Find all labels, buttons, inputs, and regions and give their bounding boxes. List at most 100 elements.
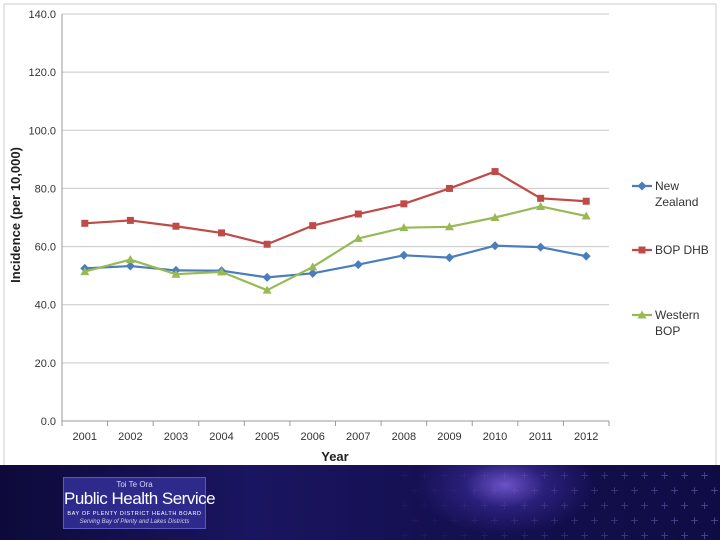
data-point-bop-dhb: [354, 210, 362, 218]
plus-glyph: +: [510, 484, 519, 497]
plus-pattern-decoration: + + + + + + + + + + + + + + + ++ + + + + + + + + + + + + + + ++ + + + + + + +…: [400, 469, 719, 540]
plus-glyph: +: [510, 514, 519, 527]
plus-glyph: +: [690, 484, 699, 497]
y-tick-label: 80.0: [35, 183, 56, 195]
plus-glyph: +: [700, 499, 709, 512]
y-axis-ticks: 0.0 20.0 40.0 60.0 80.0 100.0 120.0 140.0: [28, 9, 56, 428]
legend-marker-western-bop: [637, 310, 647, 319]
plus-glyph: +: [460, 469, 469, 482]
data-point-bop-dhb: [309, 222, 317, 230]
plus-glyph: +: [680, 499, 689, 512]
plus-glyph: +: [560, 529, 569, 540]
plus-glyph: +: [480, 469, 489, 482]
plus-glyph: +: [480, 529, 489, 540]
plus-glyph: +: [710, 484, 719, 497]
legend-label-new-zealand: Zealand: [655, 195, 698, 209]
plus-glyph: +: [410, 484, 419, 497]
data-point-bop-dhb: [491, 168, 499, 176]
y-tick-label: 60.0: [35, 242, 56, 254]
plus-glyph: +: [400, 499, 409, 512]
series-layer: [80, 168, 591, 294]
plus-glyph: +: [550, 484, 559, 497]
plus-glyph: +: [410, 514, 419, 527]
y-tick-label: 140.0: [28, 9, 56, 21]
legend-marker-new-zealand: [637, 181, 647, 191]
plus-glyph: +: [630, 514, 639, 527]
x-tick-label: 2006: [300, 431, 324, 443]
plus-glyph: +: [580, 499, 589, 512]
plus-glyph: +: [570, 484, 579, 497]
plus-glyph: +: [690, 514, 699, 527]
data-point-western-bop: [171, 269, 181, 278]
plus-glyph: +: [440, 499, 449, 512]
series-line-western-bop: [84, 205, 587, 292]
legend-label-bop-dhb: BOP DHB: [655, 243, 709, 257]
data-point-new-zealand: [125, 261, 135, 271]
data-point-bop-dhb: [81, 219, 89, 227]
plus-glyph: +: [620, 499, 629, 512]
plus-glyph: +: [480, 499, 489, 512]
plus-glyph: +: [620, 469, 629, 482]
data-point-bop-dhb: [218, 229, 226, 237]
plus-glyph: +: [420, 499, 429, 512]
plus-glyph: +: [440, 529, 449, 540]
data-point-bop-dhb: [537, 194, 545, 202]
logo-main-text: Public Health Service: [64, 489, 216, 508]
plus-glyph: +: [550, 514, 559, 527]
data-point-western-bop: [262, 285, 272, 294]
plus-glyph: +: [520, 529, 529, 540]
plus-glyph: +: [610, 514, 619, 527]
x-tick-label: 2003: [164, 431, 188, 443]
plus-glyph: +: [460, 529, 469, 540]
footer-banner: + + + + + + + + + + + + + + + + + + + + + + + + + + + + + + + + + + + + + + + +…: [0, 465, 720, 540]
plus-glyph: +: [540, 499, 549, 512]
data-point-bop-dhb: [400, 200, 408, 208]
plus-glyph: +: [540, 469, 549, 482]
data-point-western-bop: [581, 211, 591, 220]
plus-glyph: +: [590, 514, 599, 527]
data-point-new-zealand: [399, 250, 409, 260]
data-point-western-bop: [217, 267, 227, 276]
data-point-new-zealand: [308, 268, 318, 278]
data-point-new-zealand: [490, 241, 500, 251]
x-tick-label: 2009: [437, 431, 461, 443]
x-tick-label: 2005: [255, 431, 279, 443]
plus-glyph: +: [490, 514, 499, 527]
plus-glyph: +: [660, 499, 669, 512]
legend: New Zealand BOP DHB Western BOP: [632, 179, 709, 338]
x-tick-label: 2002: [118, 431, 142, 443]
series-line-bop-dhb: [84, 170, 587, 246]
data-point-western-bop: [399, 223, 409, 232]
plus-glyph: +: [440, 469, 449, 482]
plus-glyph: +: [600, 529, 609, 540]
data-point-western-bop: [80, 267, 90, 276]
data-point-new-zealand: [262, 272, 272, 282]
plus-glyph: +: [520, 469, 529, 482]
logo-tagline: Serving Bay of Plenty and Lakes District…: [79, 519, 190, 525]
data-point-new-zealand: [536, 242, 546, 252]
plus-glyph: +: [530, 514, 539, 527]
plus-glyph: +: [590, 484, 599, 497]
plus-glyph: +: [430, 514, 439, 527]
plus-glyph: +: [450, 514, 459, 527]
data-point-western-bop: [536, 201, 546, 210]
plus-glyph: +: [500, 499, 509, 512]
x-tick-label: 2007: [346, 431, 370, 443]
plus-glyph: +: [560, 499, 569, 512]
plus-glyph: +: [640, 499, 649, 512]
data-point-bop-dhb: [263, 240, 271, 248]
x-tick-label: 2001: [73, 431, 97, 443]
plus-glyph: +: [460, 499, 469, 512]
plus-glyph: +: [660, 469, 669, 482]
plus-glyph: +: [570, 514, 579, 527]
plus-glyph: +: [600, 499, 609, 512]
data-point-western-bop: [490, 213, 500, 221]
y-tick-label: 0.0: [41, 416, 56, 428]
plus-glyph: +: [600, 469, 609, 482]
data-point-bop-dhb: [445, 184, 453, 192]
plus-glyph: +: [700, 469, 709, 482]
plus-glyph: +: [470, 484, 479, 497]
plus-glyph: +: [400, 469, 409, 482]
data-point-new-zealand: [444, 253, 454, 263]
